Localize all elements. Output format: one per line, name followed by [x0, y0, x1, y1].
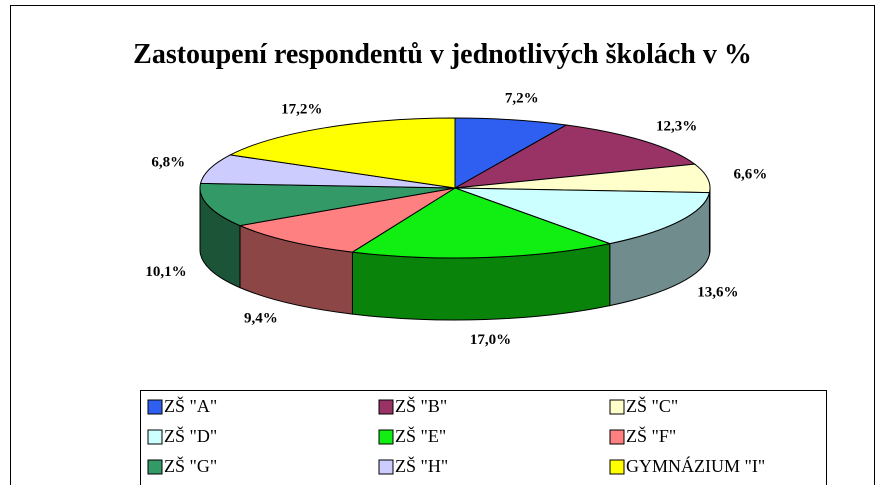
legend-label: ZŠ "D" [164, 425, 217, 446]
legend-label: ZŠ "F" [626, 425, 676, 446]
legend-label: ZŠ "H" [395, 455, 448, 476]
value-label: 9,4% [244, 311, 278, 327]
chart-title: Zastoupení respondentů v jednotlivých šk… [133, 39, 752, 70]
legend-swatch [147, 459, 163, 475]
value-label: 6,8% [151, 154, 185, 170]
legend-swatch [378, 459, 394, 475]
value-label: 10,1% [145, 264, 186, 280]
legend-label: ZŠ "B" [395, 395, 447, 416]
slice [238, 187, 456, 253]
legend-swatch [147, 429, 163, 445]
value-label: 13,6% [697, 284, 738, 300]
legend-label: ZŠ "C" [626, 395, 678, 416]
value-label: 6,6% [734, 167, 768, 183]
slice [350, 187, 612, 259]
slice [199, 154, 456, 189]
legend-swatch [609, 399, 625, 415]
value-label: 17,0% [470, 332, 511, 348]
legend-label: ZŠ "E" [395, 425, 446, 446]
legend-swatch [147, 399, 163, 415]
legend-frame [140, 390, 827, 485]
slice [454, 117, 568, 189]
legend-swatch [378, 429, 394, 445]
chart-frame [10, 5, 875, 485]
slice [454, 187, 711, 245]
value-label: 7,2% [505, 91, 539, 107]
legend-label: ZŠ "A" [164, 395, 217, 416]
legend-swatch [609, 429, 625, 445]
legend-label: ZŠ "G" [164, 455, 217, 476]
slice [199, 182, 456, 227]
legend-swatch [609, 459, 625, 475]
slice [454, 124, 697, 189]
value-label: 17,2% [281, 101, 322, 117]
slice [228, 117, 456, 189]
legend-label: GYMNÁZIUM "I" [626, 455, 765, 476]
value-label: 12,3% [656, 119, 697, 135]
legend-swatch [378, 399, 394, 415]
